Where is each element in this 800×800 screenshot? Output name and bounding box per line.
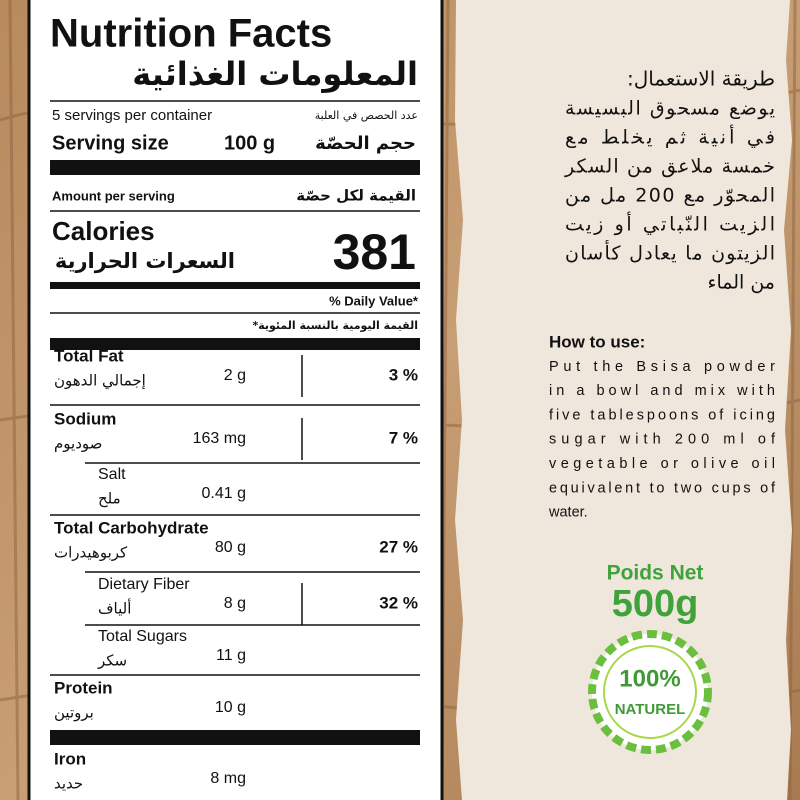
thick-rule [50, 282, 420, 289]
badge-ring [603, 645, 697, 739]
nutrient-amount: 0.41 g [202, 485, 246, 502]
daily-value-percent: 32 % [379, 593, 418, 612]
nutrient-amount: 11 g [216, 647, 246, 664]
nutrient-name: Total Carbohydrate [54, 518, 209, 537]
serving-size-ar: حجم الحصّة [315, 133, 416, 154]
nutrient-amount: 2 g [224, 367, 246, 384]
nutrient-name: Total Fat [54, 346, 124, 365]
nutrient-name: Total Sugars [98, 628, 187, 645]
net-weight-label: Poids Net [607, 562, 704, 585]
daily-value-percent: 3 % [389, 365, 418, 384]
serving-size-label: Serving size [52, 132, 169, 154]
nutrient-name: Dietary Fiber [98, 576, 190, 593]
nutrient-name-ar: بروتين [54, 704, 94, 722]
nutrient-name-ar: سكر [97, 652, 127, 670]
daily-value-percent: 27 % [379, 537, 418, 556]
instructions-title: How to use: [549, 332, 645, 351]
title-ar: المعلومات الغذائية [132, 55, 418, 93]
instruction-ar-line: خمسة ملاعق من السكر [564, 156, 775, 178]
nutrition-panel [27, 0, 444, 800]
instruction-ar-line: المحوّر مع 200 مل من [565, 185, 775, 207]
instruction-ar-line: في أنية ثم يخلط مع [565, 125, 775, 149]
nutrient-name-ar: كربوهيدرات [54, 544, 128, 562]
nutrient-amount: 8 g [224, 595, 246, 612]
instruction-ar-line: الزيتون ما يعادل كأسان [565, 240, 775, 265]
nutrient-name: Iron [54, 749, 86, 768]
serving-size: 100 g [224, 132, 275, 154]
amount-per-serving: Amount per serving [52, 188, 175, 203]
nutrient-name: Protein [54, 678, 113, 697]
nutrient-amount: 80 g [215, 539, 246, 556]
instruction-line: water. [548, 505, 588, 521]
calories: 381 [333, 224, 416, 280]
instruction-line: in a bowl and mix with [549, 383, 775, 399]
badge: 100% NATUREL [588, 630, 712, 754]
nutrient-name-ar: ملح [98, 490, 121, 508]
nutrient-amount: 8 mg [210, 770, 246, 787]
servings-ar: عدد الحصص في العلبة [315, 109, 418, 122]
instruction-line: Put the Bsisa powder [549, 359, 775, 375]
thick-rule [50, 160, 420, 175]
net-weight: 500g [612, 583, 699, 625]
instruction-ar-line: الزيت النّباتي أو زيت [565, 212, 775, 236]
badge-bottom: NATUREL [615, 701, 686, 718]
daily-value: % Daily Value* [329, 293, 419, 308]
daily-value-ar: القيمة اليومية بالنسبة المئوية* [252, 319, 418, 332]
instruction-ar-line: من الماء [708, 272, 775, 294]
thick-rule [50, 338, 420, 350]
instructions-ar-title: طريقة الاستعمال: [627, 67, 775, 91]
thick-rule [50, 730, 420, 745]
instruction-ar-line: يوضع مسحوق البسيسة [565, 98, 775, 120]
instructions-panel [455, 0, 792, 800]
nutrient-name-ar: صوديوم [54, 435, 102, 453]
nutrient-name: Salt [98, 466, 126, 483]
title: Nutrition Facts [50, 12, 332, 56]
nutrient-name-ar: إجمالي الدهون [54, 372, 146, 391]
calories-label-ar: السعرات الحرارية [55, 249, 235, 273]
instruction-line: five tablespoons of icing [549, 407, 775, 423]
nutrient-name-ar: حديد [54, 775, 83, 793]
nutrient-name-ar: ألياف [98, 599, 131, 618]
nutrient-amount: 10 g [215, 699, 246, 716]
daily-value-percent: 7 % [389, 428, 418, 447]
amount-per-serving-ar: القيمة لكل حصّة [296, 187, 416, 205]
calories-label: Calories [52, 216, 155, 246]
nutrient-name: Sodium [54, 409, 116, 428]
nutrient-amount: 163 mg [193, 430, 246, 447]
servings: 5 servings per container [52, 107, 212, 124]
badge-top: 100% [619, 665, 680, 692]
